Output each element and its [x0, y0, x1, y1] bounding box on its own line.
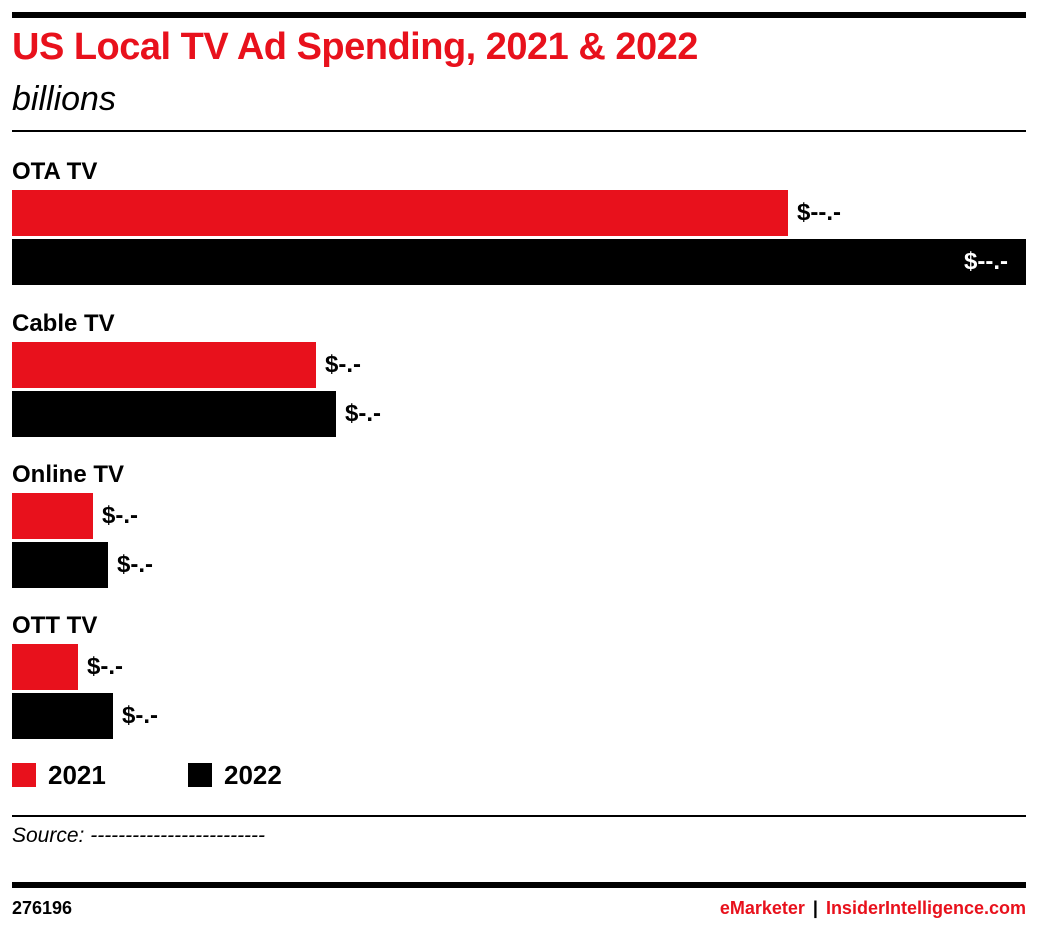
- value-label-ott-tv-2021: $-.-: [87, 653, 123, 680]
- bar-ota-tv-2021: [12, 190, 788, 236]
- value-label-ott-tv-2022: $-.-: [122, 702, 158, 729]
- legend-swatch-2022: [188, 763, 212, 787]
- footer-divider: [12, 815, 1026, 817]
- value-label-ota-tv-2021: $--.-: [797, 199, 841, 226]
- bar-online-tv-2022: [12, 542, 108, 588]
- value-label-online-tv-2022: $-.-: [117, 551, 153, 578]
- legend-label-2021: 2021: [48, 760, 106, 790]
- bar-cable-tv-2022: [12, 391, 336, 437]
- brand-emarketer[interactable]: eMarketer: [719, 898, 805, 918]
- chart-title: US Local TV Ad Spending, 2021 & 2022: [12, 26, 698, 68]
- value-label-online-tv-2021: $-.-: [102, 502, 138, 529]
- bar-online-tv-2021: [12, 493, 93, 539]
- bar-ota-tv-2022: [12, 239, 1026, 285]
- header-divider: [12, 130, 1026, 132]
- value-label-ota-tv-2022: $--.-: [964, 248, 1008, 275]
- value-label-cable-tv-2022: $-.-: [345, 400, 381, 427]
- value-label-cable-tv-2021: $-.-: [325, 351, 361, 378]
- category-label-ota-tv: OTA TV: [12, 158, 98, 185]
- brand-insider-intelligence[interactable]: InsiderIntelligence.com: [825, 898, 1026, 918]
- bar-ott-tv-2022: [12, 693, 113, 739]
- bar-ott-tv-2021: [12, 644, 78, 690]
- category-label-online-tv: Online TV: [12, 461, 125, 488]
- category-label-cable-tv: Cable TV: [12, 310, 115, 337]
- legend-label-2022: 2022: [224, 760, 282, 790]
- category-label-ott-tv: OTT TV: [12, 612, 98, 639]
- chart-subtitle: billions: [12, 80, 116, 118]
- bar-cable-tv-2021: [12, 342, 316, 388]
- brand-credit: eMarketer | InsiderIntelligence.com: [720, 898, 1026, 919]
- source-note: Source: -------------------------: [12, 824, 266, 847]
- chart-id: 276196: [12, 898, 73, 918]
- top-rule: [12, 12, 1026, 18]
- brand-separator: |: [812, 898, 818, 918]
- bottom-rule: [12, 882, 1026, 888]
- legend-swatch-2021: [12, 763, 36, 787]
